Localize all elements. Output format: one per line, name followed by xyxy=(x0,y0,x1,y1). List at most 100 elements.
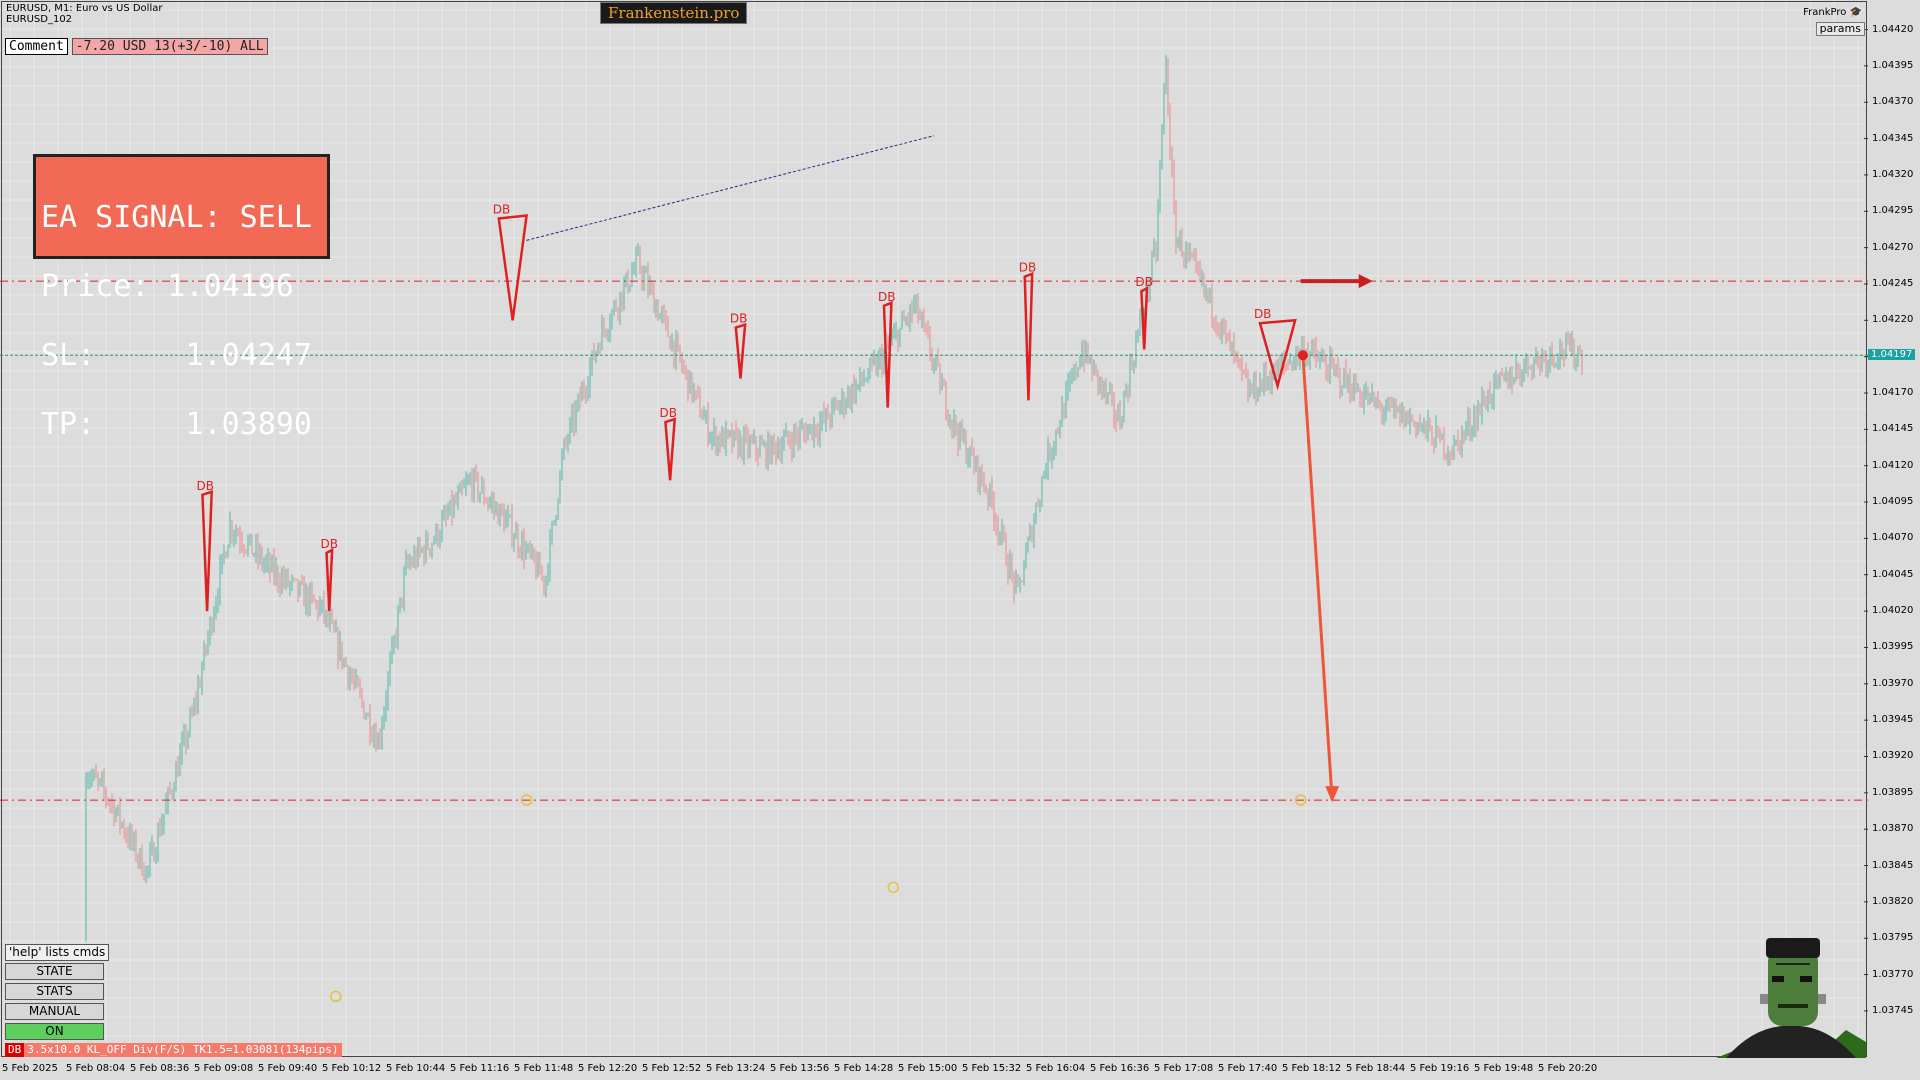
price-axis-label: 1.04245 xyxy=(1872,277,1914,289)
comment-label: Comment xyxy=(5,38,68,55)
target-marker xyxy=(520,794,533,806)
params-button[interactable]: params xyxy=(1815,22,1865,36)
db-pattern xyxy=(497,214,529,321)
time-axis-label: 5 Feb 18:44 xyxy=(1346,1063,1406,1074)
time-axis-label: 5 Feb 12:20 xyxy=(578,1063,638,1074)
price-axis-label: 1.03870 xyxy=(1872,823,1914,835)
time-axis-label: 5 Feb 08:36 xyxy=(130,1063,190,1074)
time-axis-label: 5 Feb 09:40 xyxy=(258,1063,318,1074)
db-label: DB xyxy=(659,406,676,420)
price-axis-label: 1.03820 xyxy=(1872,895,1914,907)
db-pattern xyxy=(882,300,893,408)
price-axis[interactable]: 1.04420 1.04395 1.04370 1.04345 1.04320 1.042… xyxy=(1868,0,1920,1060)
time-axis-label: 5 Feb 18:12 xyxy=(1282,1063,1342,1074)
user-name: FrankPro xyxy=(1803,7,1847,18)
price-axis-label: 1.04345 xyxy=(1872,132,1914,144)
db-pattern xyxy=(201,490,214,612)
price-axis-label: 1.03745 xyxy=(1872,1004,1914,1016)
time-axis-label: 5 Feb 10:12 xyxy=(322,1063,382,1074)
time-axis-label: 5 Feb 13:24 xyxy=(706,1063,766,1074)
on-toggle-button[interactable]: ON xyxy=(5,1023,104,1040)
time-axis-label: 5 Feb 19:48 xyxy=(1474,1063,1534,1074)
price-axis-label: 1.04395 xyxy=(1872,59,1914,71)
db-label: DB xyxy=(321,537,338,551)
time-axis-label: 5 Feb 13:56 xyxy=(770,1063,830,1074)
price-axis-label: 1.03795 xyxy=(1872,932,1914,944)
status-text: 3.5x10.0 KL_OFF Div(F/S) TK1.5=1.03081(1… xyxy=(24,1043,342,1057)
db-pattern xyxy=(1140,286,1149,350)
time-axis-label: 5 Feb 19:16 xyxy=(1410,1063,1470,1074)
price-axis-label: 1.04070 xyxy=(1872,532,1914,544)
price-axis-label: 1.04320 xyxy=(1872,168,1914,180)
sl-arrow-head xyxy=(1358,274,1373,289)
brand-logo-text: Frankenstein.pro xyxy=(600,2,748,24)
time-axis-label: 5 Feb 08:04 xyxy=(66,1063,126,1074)
entry-marker xyxy=(1297,350,1308,361)
ea-signal-box: EA SIGNAL: SELL Price: 1.04196 SL: 1.042… xyxy=(33,154,330,440)
status-tag: DB xyxy=(5,1043,25,1057)
time-axis-label: 5 Feb 17:40 xyxy=(1218,1063,1278,1074)
account-label: EURUSD_102 xyxy=(6,14,73,25)
price-axis-label: 1.04020 xyxy=(1872,605,1914,617)
db-label: DB xyxy=(1254,307,1271,321)
price-axis-label: 1.04170 xyxy=(1872,387,1914,398)
manual-button[interactable]: MANUAL xyxy=(5,1003,104,1020)
comment-value: -7.20 USD 13(+3/-10) ALL xyxy=(71,38,268,55)
price-chart[interactable]: DB DB DB DB DB DB DB DB DB xyxy=(0,0,1868,1058)
user-label: FrankPro 🎓 xyxy=(1803,7,1862,18)
status-bar: DB 3.5x10.0 KL_OFF Div(F/S) TK1.5=1.0308… xyxy=(5,1043,342,1057)
symbol-title: EURUSD, M1: Euro vs US Dollar xyxy=(6,3,163,14)
db-pattern xyxy=(1258,318,1297,391)
db-label: DB xyxy=(1135,275,1152,289)
target-marker xyxy=(1294,794,1307,806)
time-axis-label: 5 Feb 11:16 xyxy=(450,1063,510,1074)
db-label: DB xyxy=(1019,261,1036,275)
candles xyxy=(85,55,1583,942)
price-axis-label: 1.03945 xyxy=(1872,714,1914,726)
time-axis-label: 5 Feb 09:08 xyxy=(194,1063,254,1074)
price-axis-label: 1.03895 xyxy=(1872,786,1914,798)
price-axis-label: 1.03995 xyxy=(1872,641,1914,653)
comment-box: Comment -7.20 USD 13(+3/-10) ALL xyxy=(5,38,268,55)
time-axis-label: 5 Feb 16:36 xyxy=(1090,1063,1150,1074)
price-axis-label: 1.03920 xyxy=(1872,750,1914,762)
db-label: DB xyxy=(730,312,747,326)
time-axis-label: 5 Feb 14:28 xyxy=(834,1063,894,1074)
price-axis-label: 1.04295 xyxy=(1872,205,1914,217)
time-axis-label: 5 Feb 17:08 xyxy=(1154,1063,1214,1074)
chart-grid xyxy=(0,0,1868,1058)
db-label: DB xyxy=(878,290,895,304)
price-axis-label: 1.03845 xyxy=(1872,859,1914,871)
signal-tp: TP: 1.03890 xyxy=(41,407,312,442)
price-axis-label: 1.03770 xyxy=(1872,968,1914,980)
time-axis-label: 5 Feb 11:48 xyxy=(514,1063,574,1074)
price-axis-label: 1.04095 xyxy=(1872,496,1914,508)
price-axis-label: 1.04145 xyxy=(1872,423,1914,435)
signal-sl: SL: 1.04247 xyxy=(41,338,312,373)
chart-frame xyxy=(1,1,1867,1057)
state-button[interactable]: STATE xyxy=(5,963,104,980)
db-label: DB xyxy=(196,479,213,493)
time-axis-label: 5 Feb 15:00 xyxy=(898,1063,958,1074)
stats-button[interactable]: STATS xyxy=(5,983,104,1000)
projection-line xyxy=(526,135,935,241)
price-axis-label: 1.04045 xyxy=(1872,568,1914,580)
price-axis-label: 1.04120 xyxy=(1872,459,1914,471)
time-axis-label: 5 Feb 20:20 xyxy=(1538,1063,1598,1074)
sell-arrow-head xyxy=(1325,786,1340,803)
help-button[interactable]: 'help' lists cmds xyxy=(5,944,110,961)
db-pattern xyxy=(325,547,334,612)
db-pattern xyxy=(734,322,747,379)
time-axis-label: 5 Feb 10:44 xyxy=(386,1063,446,1074)
price-axis-label: 1.04270 xyxy=(1872,241,1914,253)
time-axis[interactable]: 5 Feb 2025 5 Feb 08:04 5 Feb 08:36 5 Feb 09… xyxy=(0,1058,1870,1080)
time-axis-label: 5 Feb 16:04 xyxy=(1026,1063,1086,1074)
db-pattern xyxy=(1023,271,1034,401)
time-axis-label: 5 Feb 12:52 xyxy=(642,1063,702,1074)
time-axis-label: 5 Feb 15:32 xyxy=(962,1063,1022,1074)
db-label: DB xyxy=(493,203,510,217)
price-axis-label: 1.03970 xyxy=(1872,677,1914,689)
target-marker xyxy=(887,881,900,894)
current-price-label: 1.04197 xyxy=(1868,349,1916,361)
